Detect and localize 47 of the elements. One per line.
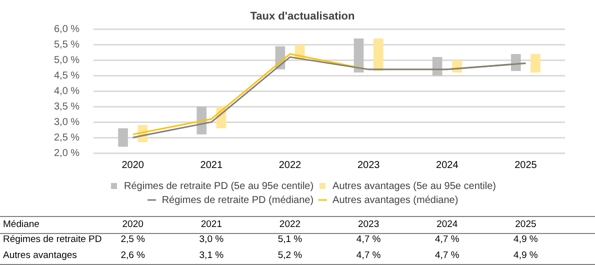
category-label: 2024 [436, 219, 458, 230]
legend-label: Autres avantages (médiane) [332, 194, 458, 206]
category-label: 2025 [515, 219, 536, 230]
y-tick-label: 4,0 % [54, 86, 80, 97]
bar [530, 54, 540, 73]
y-tick-label: 4,5 % [54, 70, 80, 82]
bar [118, 128, 128, 147]
text: Médiane [3, 219, 40, 230]
category-label: 2020 [122, 219, 144, 230]
bar [196, 106, 207, 134]
legend-label: Régimes de retraite PD (médiane) [162, 194, 314, 206]
category-label: 2022 [279, 219, 301, 230]
legend-label: Régimes de retraite PD (5e au 95e centile) [124, 180, 314, 192]
y-tick-label: 6,0 % [54, 24, 80, 35]
text: Régimes de retraite PD [3, 234, 102, 245]
category-label: 2021 [200, 219, 222, 230]
data-label: 4,9 % [514, 250, 538, 261]
y-tick-label: 5,0 % [54, 54, 80, 66]
data-label: 2,6 % [120, 250, 145, 261]
x-tick-label: 2021 [200, 160, 223, 171]
data-label: 2,5 % [120, 234, 145, 245]
y-tick-label: 3,5 % [54, 101, 80, 112]
data-label: 4,7 % [434, 234, 460, 245]
data-label: 4,7 % [356, 250, 381, 261]
data-label: 5,2 % [278, 250, 302, 261]
data-label: 4,7 % [434, 250, 460, 261]
data-label: 4,9 % [514, 234, 538, 245]
y-tick-label: 5,5 % [54, 39, 80, 50]
chart-title: Taux d'actualisation [250, 10, 356, 23]
x-tick-label: 2023 [357, 160, 380, 171]
x-tick-label: 2025 [514, 160, 538, 171]
x-tick-label: 2022 [278, 160, 302, 171]
bar [373, 38, 384, 71]
data-label: 3,1 % [199, 250, 224, 261]
data-label: 5,1 % [278, 234, 302, 245]
data-label: 3,0 % [199, 234, 224, 245]
x-tick-label: 2024 [436, 160, 459, 171]
data-label: 4,7 % [356, 234, 381, 245]
x-tick-label: 2020 [122, 160, 144, 171]
y-tick-label: 2,0 % [54, 148, 80, 159]
legend-label: Autres avantages (5e au 95e centile) [332, 180, 496, 192]
y-tick-label: 2,5 % [54, 132, 80, 144]
category-label: 2023 [358, 219, 380, 230]
text: Autres avantages [3, 250, 77, 261]
y-tick-label: 3,0 % [54, 116, 80, 128]
bar [510, 54, 521, 71]
bar [354, 38, 364, 73]
